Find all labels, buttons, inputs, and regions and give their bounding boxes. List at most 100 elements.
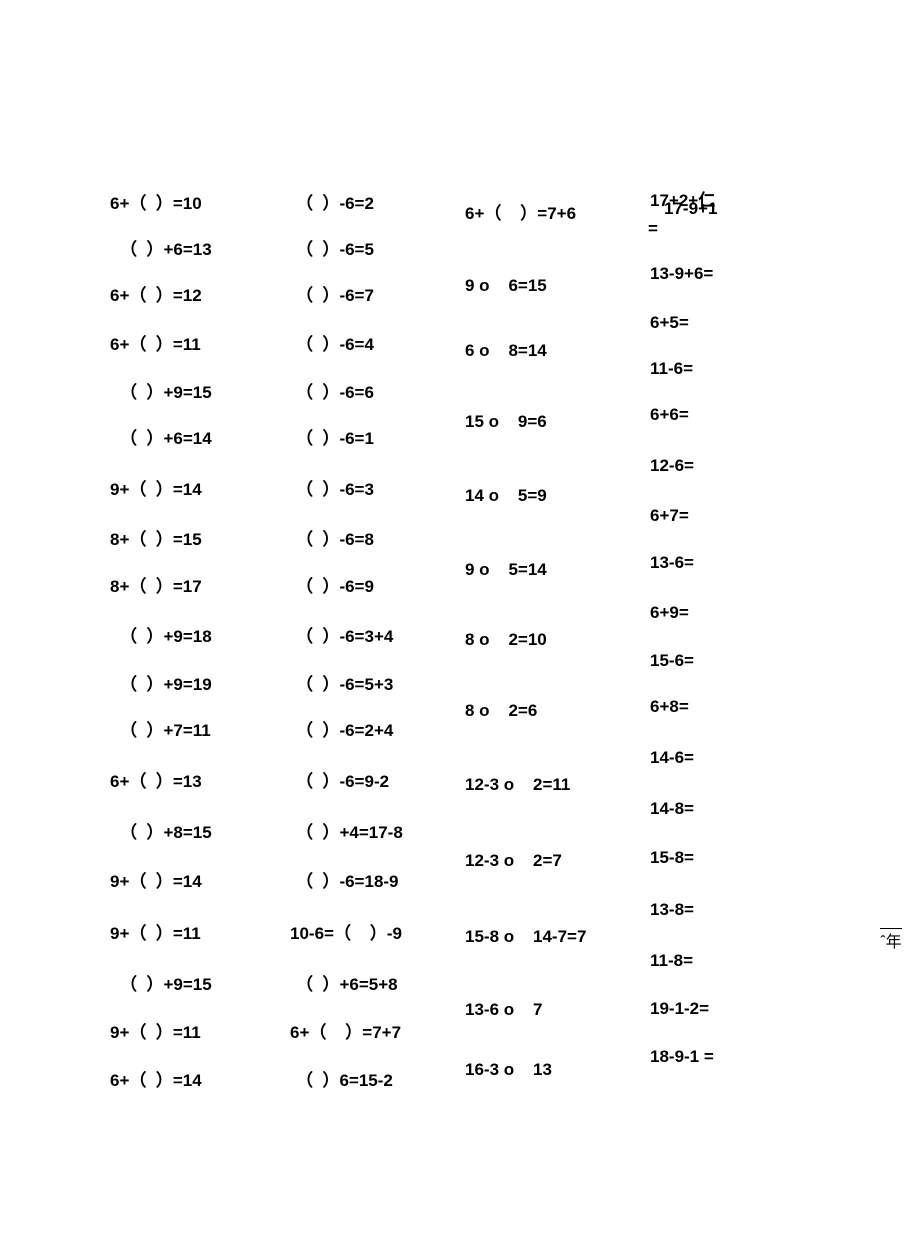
equation-text: （ ）-6=4: [296, 336, 374, 353]
equation-text: 6+（ ）=7+7: [290, 1024, 401, 1041]
equation-text: 16-3 o 13: [465, 1061, 552, 1078]
equation-text: （ ）-6=7: [296, 287, 374, 304]
equation-cell: 10-6=（ ）-9: [288, 906, 463, 960]
equation-cell: 12-6=: [648, 438, 798, 492]
column-4: 17+2+仁=17-9+113-9+6=6+5=11-6=6+6=12-6=6+…: [648, 180, 798, 1080]
equation-text: （ ）-6=3+4: [296, 628, 393, 645]
equation-text: 12-3 o 2=11: [465, 776, 570, 793]
equation-text: 6+（ ）=11: [110, 336, 201, 353]
equation-cell: 6+9=: [648, 586, 798, 638]
equation-cell: （ ）-6=2+4: [288, 706, 463, 754]
equation-cell: 13-6=: [648, 538, 798, 586]
equation-cell: 9+（ ）=14: [108, 462, 288, 516]
equation-cell: 6 o 8=14: [463, 324, 648, 376]
equation-text: 6+（ ）=7+6: [465, 205, 576, 222]
equation-text: （ ）+9=15: [120, 384, 212, 401]
equation-cell: （ ）-6=5: [288, 226, 463, 272]
column-1: 6+（ ）=10 （ ）+6=13 6+（ ）=12 6+（ ）=11 （ ）+9=15…: [108, 180, 288, 1104]
equation-text: （ ）+6=14: [120, 430, 212, 447]
equation-text: 8+（ ）=15: [110, 531, 202, 548]
equation-text: 9+（ ）=14: [110, 481, 202, 498]
equation-text: 9+（ ）=11: [110, 925, 201, 942]
equation-cell: 13-8=: [648, 882, 798, 936]
equation-text: （ ）-6=5+3: [296, 676, 393, 693]
equation-text: 15 o 9=6: [465, 413, 547, 430]
equation-text: （ ）+9=15: [120, 976, 212, 993]
equation-text: 15-6=: [650, 652, 694, 669]
equation-text: （ ）-6=9: [296, 578, 374, 595]
equation-cell: （ ）+9=19: [108, 662, 288, 706]
equation-numerator: 17-9+1: [664, 200, 717, 217]
equation-text: （ ）+8=15: [120, 824, 212, 841]
equation-cell: 18-9-1 =: [648, 1032, 798, 1080]
equation-text: 12-6=: [650, 457, 694, 474]
equation-cell: 12-3 o 2=7: [463, 812, 648, 908]
equation-cell: 14-6=: [648, 730, 798, 784]
equation-text: 6+7=: [650, 507, 689, 524]
equation-cell: 11-8=: [648, 936, 798, 984]
equation-text: （ ）-6=18-9: [296, 873, 399, 890]
equation-text: 6+8=: [650, 698, 689, 715]
equation-text: （ ）+4=17-8: [296, 824, 403, 841]
equation-cell: （ ）6=15-2: [288, 1056, 463, 1104]
equation-text: 14-6=: [650, 749, 694, 766]
equation-text: 12-3 o 2=7: [465, 852, 562, 869]
equation-cell: 8 o 2=6: [463, 664, 648, 756]
equation-cell: 6+8=: [648, 682, 798, 730]
equation-cell: 9 o 6=15: [463, 246, 648, 324]
equation-text: （ ）+6=5+8: [296, 976, 398, 993]
equation-text: 13-6 o 7: [465, 1001, 542, 1018]
equation-cell: 6+7=: [648, 492, 798, 538]
equation-cell: 6+（ ）=13: [108, 754, 288, 808]
equation-text: 6+（ ）=10: [110, 195, 202, 212]
equation-text: 8 o 2=6: [465, 702, 537, 719]
equation-text: 14-8=: [650, 800, 694, 817]
equation-cell: （ ）-6=6: [288, 370, 463, 414]
equation-cell: 8+（ ）=15: [108, 516, 288, 562]
side-text: ˆ年: [880, 934, 901, 951]
column-2: （ ）-6=2（ ）-6=5（ ）-6=7（ ）-6=4（ ）-6=6（ ）-6…: [288, 180, 463, 1104]
equation-cell: （ ）-6=7: [288, 272, 463, 318]
column-3: 6+（ ）=7+6 9 o 6=15 6 o 8=14 15 o 9=6 14 o 5=…: [463, 180, 648, 1084]
equation-cell: 8+（ ）=17: [108, 562, 288, 610]
equation-cell: 6+5=: [648, 298, 798, 346]
side-rule: [880, 928, 902, 929]
equation-cell: （ ）+6=13: [108, 226, 288, 272]
equation-text: 9+（ ）=11: [110, 1024, 201, 1041]
equation-cell: （ ）+9=15: [108, 370, 288, 414]
equation-cell: 19-1-2=: [648, 984, 798, 1032]
equation-cell: （ ）-6=8: [288, 516, 463, 562]
equation-text: =: [648, 220, 658, 237]
equation-text: （ ）+7=11: [120, 722, 211, 739]
equation-text: 11-6=: [650, 360, 693, 377]
equation-cell: 6+（ ）=11: [108, 318, 288, 370]
equation-text: 9 o 6=15: [465, 277, 547, 294]
equation-text: （ ）-6=9-2: [296, 773, 389, 790]
equation-text: 6+6=: [650, 406, 689, 423]
equation-cell: （ ）+6=5+8: [288, 960, 463, 1008]
equation-text: 8+（ ）=17: [110, 578, 202, 595]
equation-text: 6+（ ）=14: [110, 1072, 202, 1089]
equation-text: 13-6=: [650, 554, 694, 571]
equation-cell: （ ）-6=18-9: [288, 856, 463, 906]
equation-text: （ ）-6=5: [296, 241, 374, 258]
equation-cell: =17-9+1: [648, 220, 798, 248]
equation-cell: （ ）+9=15: [108, 960, 288, 1008]
equation-cell: 13-6 o 7: [463, 964, 648, 1054]
equation-cell: 15-8=: [648, 832, 798, 882]
equation-cell: 6+（ ）=12: [108, 272, 288, 318]
equation-cell: （ ）+8=15: [108, 808, 288, 856]
equation-text: 6+（ ）=12: [110, 287, 202, 304]
equation-text: （ ）-6=6: [296, 384, 374, 401]
equation-text: （ ）-6=1: [296, 430, 374, 447]
equation-text: 10-6=（ ）-9: [290, 925, 402, 942]
equation-cell: （ ）+9=18: [108, 610, 288, 662]
equation-text: 11-8=: [650, 952, 693, 969]
equation-text: 6+5=: [650, 314, 689, 331]
equation-cell: （ ）+7=11: [108, 706, 288, 754]
equation-cell: （ ）-6=1: [288, 414, 463, 462]
equation-cell: 13-9+6=: [648, 248, 798, 298]
equation-cell: 9+（ ）=14: [108, 856, 288, 906]
equation-text: 9+（ ）=14: [110, 873, 202, 890]
equation-cell: 14 o 5=9: [463, 466, 648, 524]
